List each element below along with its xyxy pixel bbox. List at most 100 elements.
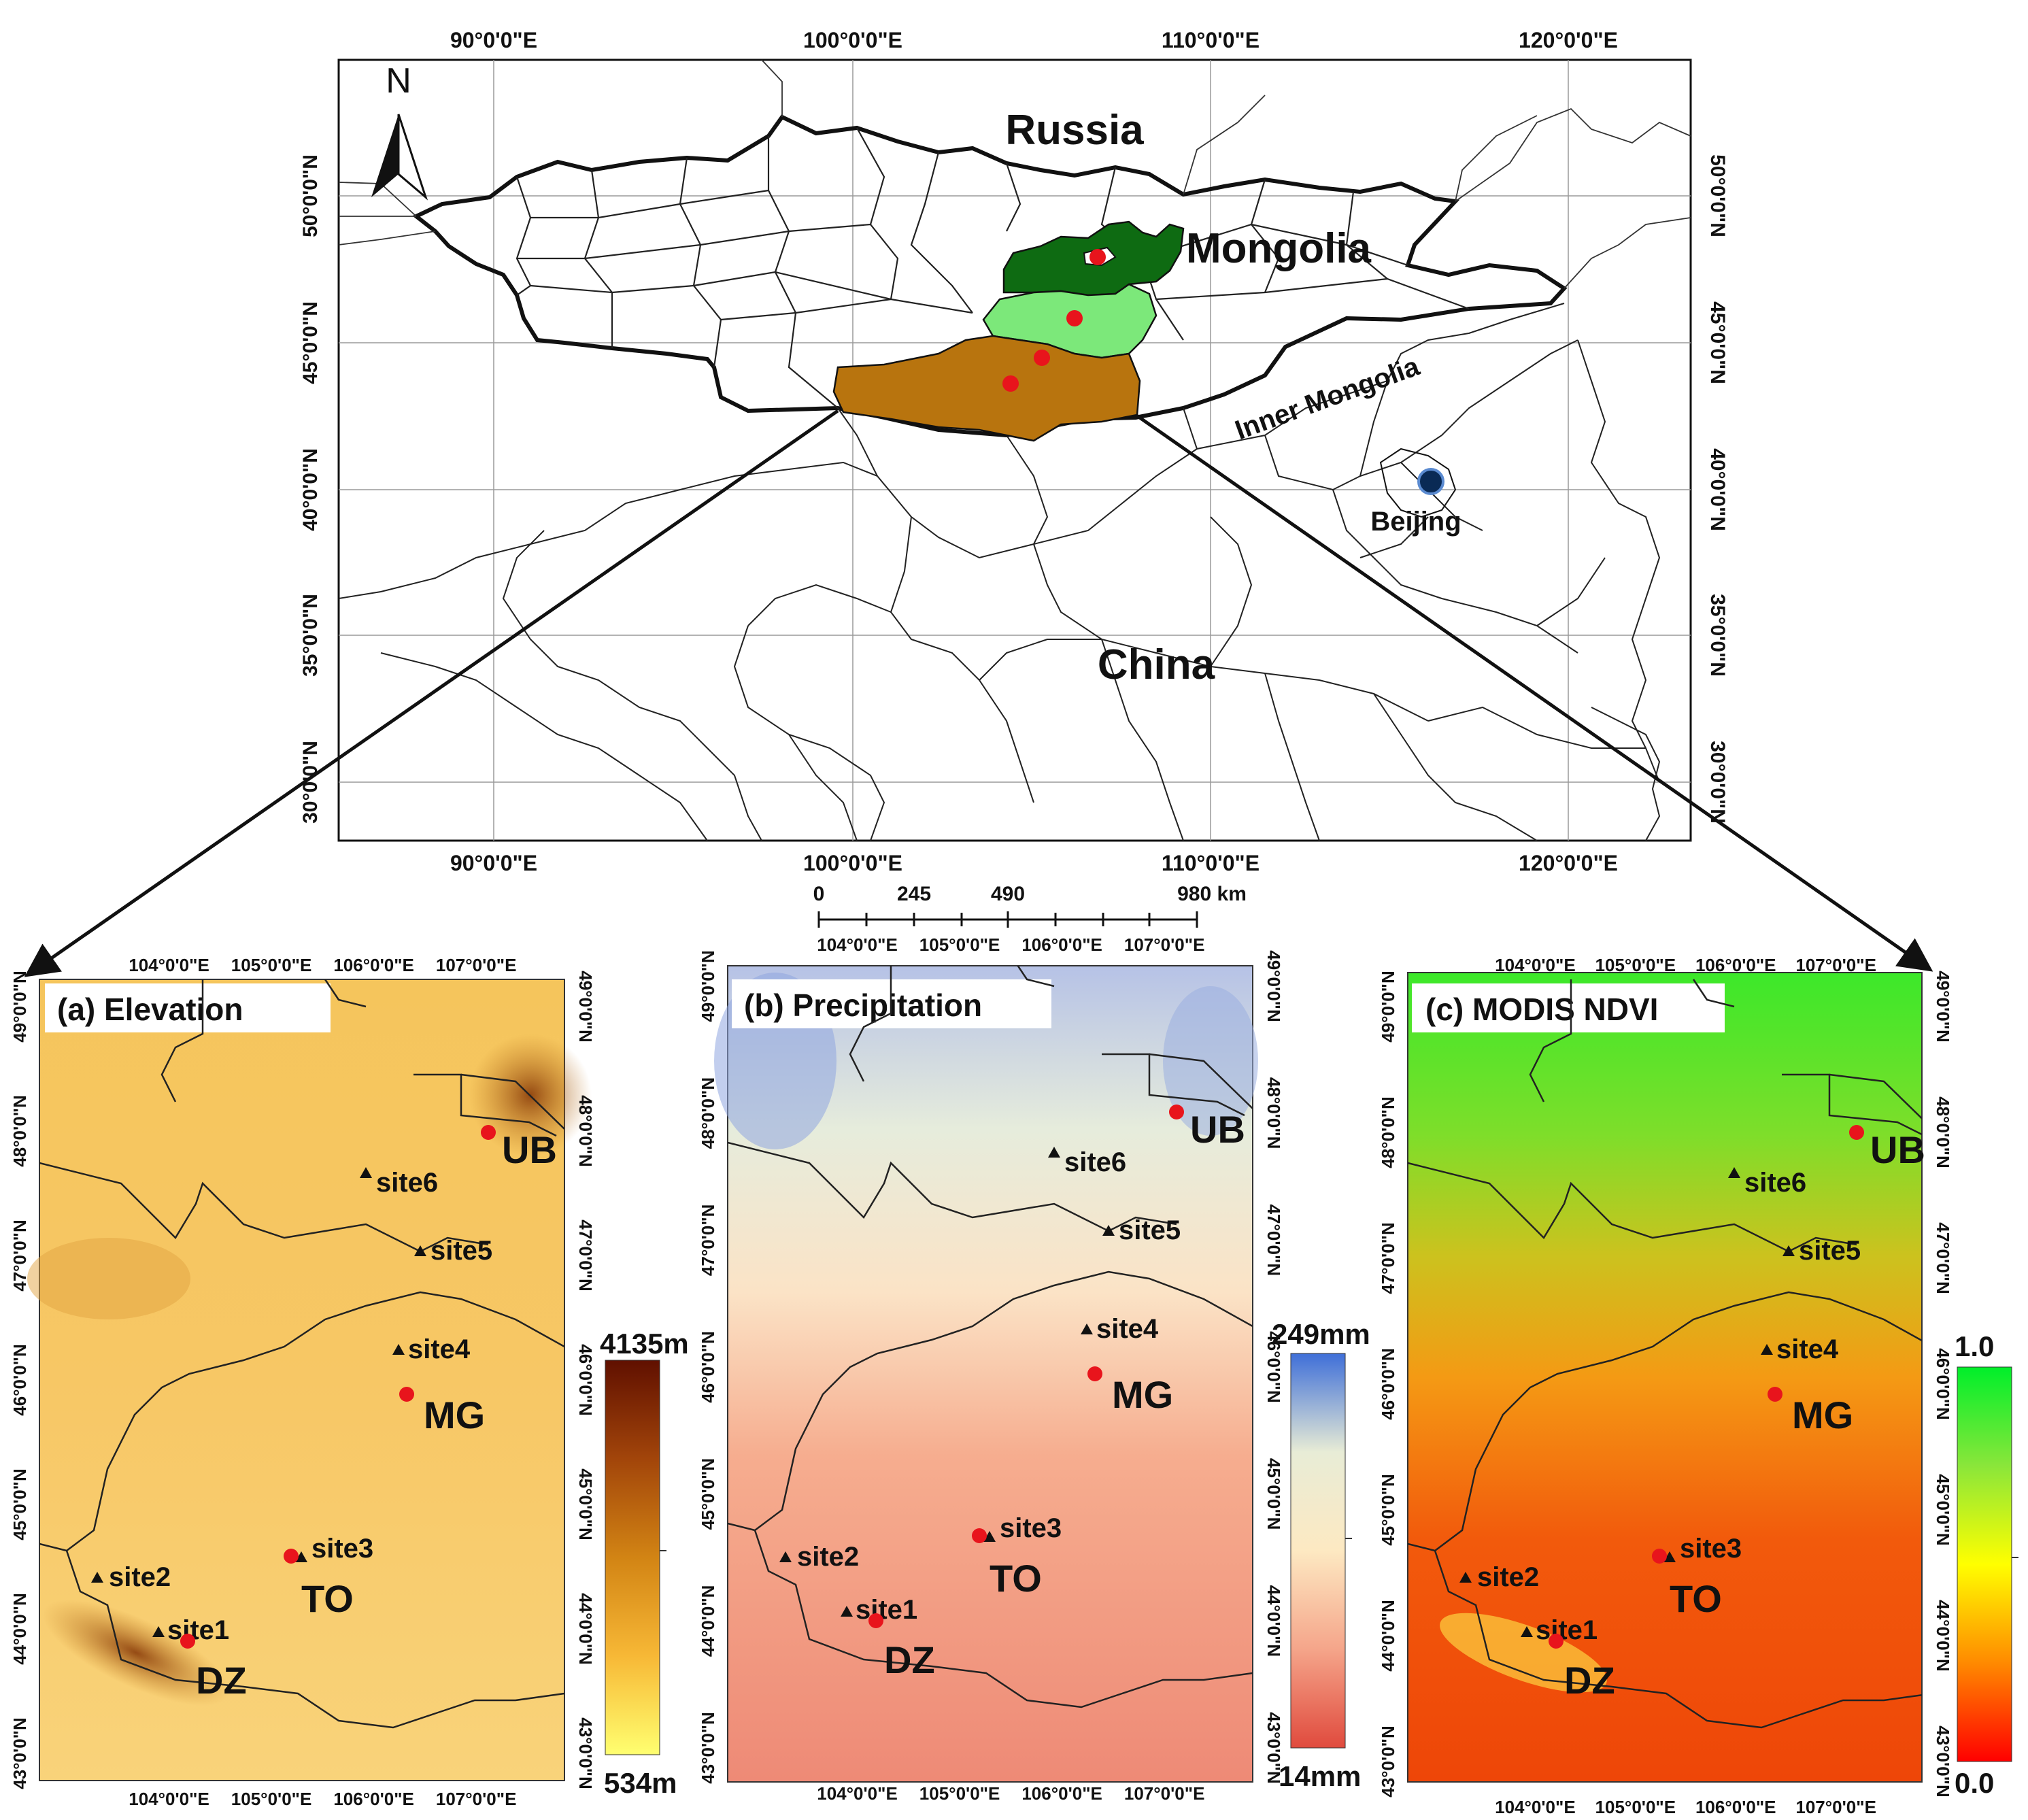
site-triangle [91, 1572, 103, 1583]
panel-lat-tick-left: 46°0'0"N [698, 1331, 718, 1403]
station-dot [1652, 1549, 1667, 1564]
site-triangle [779, 1551, 792, 1562]
province-boundary [1149, 1053, 1253, 1109]
panel-lat-tick-left: 45°0'0"N [698, 1458, 718, 1530]
site-label: site2 [797, 1542, 859, 1572]
site-label: site2 [109, 1562, 171, 1592]
station-label: TO [1670, 1577, 1722, 1620]
site-label: site6 [376, 1168, 438, 1198]
panel-lat-tick-right: 45°0'0"N [575, 1468, 596, 1540]
province-boundary [413, 1073, 557, 1137]
panel-overlay: site1 site2 site3 site4 site5 site6 UB MG TO DZ [1408, 979, 1925, 1729]
site-label: site3 [1000, 1513, 1062, 1543]
site-label: site1 [167, 1615, 229, 1645]
site-triangle [1102, 1225, 1115, 1236]
panel-lat-tick-right: 43°0'0"N [575, 1717, 596, 1789]
station-label: MG [424, 1394, 485, 1436]
panel-lat-tick-right: 49°0'0"N [575, 971, 596, 1043]
legend-elevation: 4135m 534m [600, 1328, 689, 1799]
overview-right-lat-ticks: 50°0'0"N 45°0'0"N 40°0'0"N 35°0'0"N 30°0… [1706, 154, 1729, 824]
tick-label: 90°0'0"E [450, 851, 537, 875]
panel-lat-tick-right: 44°0'0"N [1264, 1585, 1284, 1657]
province-boundary [1017, 966, 1055, 988]
overview-bottom-lon-ticks: 90°0'0"E 100°0'0"E 110°0'0"E 120°0'0"E [450, 851, 1618, 875]
panel-lat-tick-left: 44°0'0"N [10, 1593, 30, 1665]
panel-lat-tick-left: 47°0'0"N [1378, 1222, 1398, 1294]
site-triangle [983, 1531, 996, 1542]
scale-label: 245 [897, 883, 931, 905]
panel-overlay: site1 site2 site3 site4 site5 site6 UB MG TO DZ [728, 966, 1253, 1708]
panel-lon-tick-bottom: 104°0'0"E [129, 1789, 209, 1809]
tick-label: 45°0'0"N [1706, 301, 1729, 384]
panel-lon-tick-top: 105°0'0"E [1595, 955, 1676, 975]
russia-region-borders [338, 59, 1691, 289]
panel-c-title-box [1412, 983, 1725, 1032]
panel-lat-tick-left: 48°0'0"N [1378, 1096, 1398, 1168]
panel-elevation: (a) Elevation [27, 979, 592, 1781]
site-triangle [1521, 1626, 1533, 1637]
panel-lat-tick-left: 43°0'0"N [10, 1717, 30, 1789]
legend-b-max: 249mm [1272, 1318, 1370, 1350]
scale-label: 0 [813, 883, 825, 905]
station-dot-ub [1089, 249, 1106, 265]
tick-label: 40°0'0"N [299, 448, 322, 531]
panel-lon-tick-bottom: 107°0'0"E [1124, 1783, 1205, 1804]
panel-lon-tick-top: 104°0'0"E [1495, 955, 1576, 975]
province-boundary [460, 1073, 564, 1130]
legend-c-bar [1957, 1366, 2012, 1762]
panel-lon-tick-top: 106°0'0"E [1695, 955, 1776, 975]
province-boundary [1782, 1073, 1922, 1136]
panel-lat-tick-right: 45°0'0"N [1264, 1458, 1284, 1530]
site-label: site3 [1680, 1534, 1742, 1564]
tick-label: 30°0'0"N [1706, 741, 1729, 824]
panel-lon-tick-top: 104°0'0"E [129, 955, 209, 975]
panel-lat-tick-left: 45°0'0"N [1378, 1474, 1398, 1546]
station-label: TO [301, 1577, 354, 1620]
site-label: site5 [1799, 1236, 1861, 1266]
label-china: China [1098, 641, 1215, 688]
station-label: MG [1792, 1394, 1853, 1436]
station-dot [180, 1634, 195, 1649]
legend-c-min: 0.0 [1955, 1767, 1994, 1799]
panel-lon-tick-top: 105°0'0"E [231, 955, 312, 975]
panel-overlay: site1 site2 site3 site4 site5 site6 UB MG TO DZ [39, 979, 564, 1729]
panel-lat-tick-right: 45°0'0"N [1933, 1474, 1953, 1546]
province-boundary [1529, 979, 1572, 1102]
site-label: site6 [1744, 1168, 1806, 1198]
panel-precipitation: (b) Precipitation [714, 965, 1258, 1783]
panel-lat-tick-right: 46°0'0"N [1933, 1348, 1953, 1420]
label-mongolia: Mongolia [1186, 225, 1372, 272]
scale-label: 980 km [1177, 883, 1247, 905]
site-label: site2 [1477, 1562, 1539, 1592]
overview-map: N Russia Mongolia Inner Mongolia Beijing… [299, 28, 1729, 875]
station-label: UB [1190, 1108, 1245, 1151]
panel-lat-tick-left: 44°0'0"N [698, 1585, 718, 1657]
site-label: site4 [408, 1334, 471, 1364]
panel-lat-tick-right: 48°0'0"N [575, 1095, 596, 1167]
panel-lon-tick-top: 104°0'0"E [817, 934, 898, 955]
site-triangle [1728, 1167, 1740, 1178]
station-dot [1087, 1366, 1102, 1381]
site-triangle [1048, 1147, 1060, 1158]
station-dot [1849, 1125, 1864, 1140]
scale-label: 490 [991, 883, 1025, 905]
province-boundary [324, 979, 367, 1008]
china-province-boundaries [338, 303, 1661, 841]
tick-label: 110°0'0"E [1162, 851, 1260, 875]
province-boundary [849, 966, 892, 1082]
panel-lon-tick-top: 106°0'0"E [1021, 934, 1102, 955]
panel-lon-tick-bottom: 106°0'0"E [1021, 1783, 1102, 1804]
site-triangle [152, 1626, 165, 1637]
panel-lon-tick-top: 107°0'0"E [436, 955, 517, 975]
elevation-high-sw [42, 1600, 230, 1706]
tick-label: 35°0'0"N [1706, 594, 1729, 677]
station-dot [868, 1613, 883, 1628]
panel-lat-tick-left: 47°0'0"N [10, 1219, 30, 1292]
station-label: MG [1112, 1373, 1173, 1416]
site-triangle [1761, 1344, 1773, 1355]
panel-lon-tick-bottom: 106°0'0"E [333, 1789, 414, 1809]
station-label: DZ [196, 1659, 247, 1702]
site-label: site5 [430, 1236, 492, 1266]
panel-ndvi: (c) MODIS NDVI [1407, 972, 1923, 1783]
north-arrow-icon [371, 114, 428, 201]
